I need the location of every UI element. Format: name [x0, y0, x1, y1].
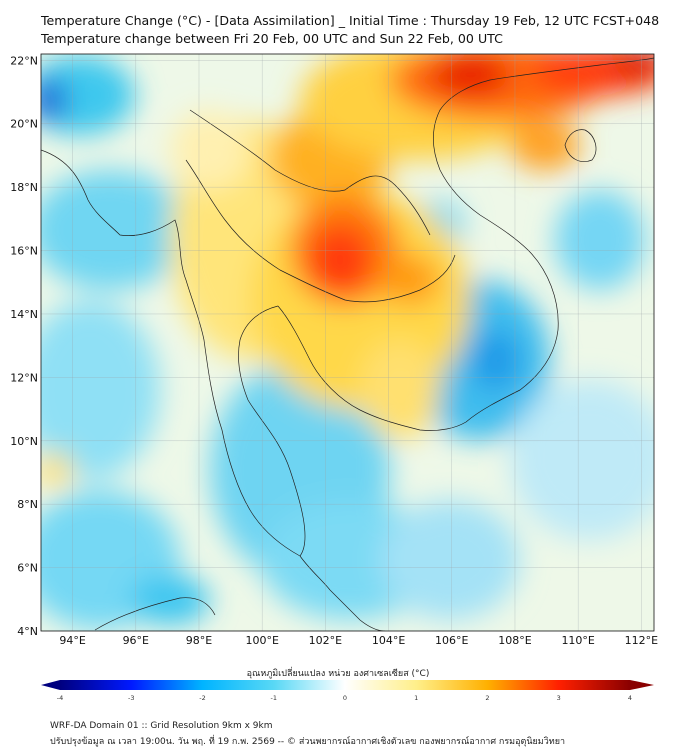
- title-line-2: Temperature change between Fri 20 Feb, 0…: [41, 31, 503, 46]
- lat-tick-label: 8°N: [17, 498, 38, 511]
- longitude-labels: 94°E 96°E 98°E 100°E 102°E 104°E 106°E 108°E 110…: [59, 634, 658, 647]
- lon-tick-label: 94°E: [59, 634, 85, 647]
- lat-tick-label: 4°N: [17, 625, 38, 638]
- lon-tick-label: 104°E: [372, 634, 405, 647]
- temperature-field: [41, 54, 654, 631]
- lon-tick-label: 112°E: [625, 634, 658, 647]
- lon-tick-label: 98°E: [186, 634, 212, 647]
- title-line-1: Temperature Change (°C) - [Data Assimila…: [41, 13, 660, 28]
- colorbar-tick: -1: [271, 694, 277, 702]
- colorbar: -4 -3 -2 -1 0 1 2 3 4: [41, 680, 654, 702]
- footer-update-info: ปรับปรุงข้อมูล ณ เวลา 19:00น. วัน พฤ. ที…: [50, 737, 566, 747]
- colorbar-high-extend: [630, 680, 654, 690]
- lat-tick-label: 22°N: [10, 54, 38, 67]
- colorbar-tick: -2: [199, 694, 205, 702]
- map-frame: [40, 53, 655, 632]
- lon-tick-label: 102°E: [309, 634, 342, 647]
- lat-tick-label: 20°N: [10, 118, 38, 131]
- colorbar-tick: 4: [628, 694, 632, 702]
- graticule: [41, 54, 654, 631]
- lon-tick-label: 110°E: [561, 634, 594, 647]
- colorbar-tick: 0: [343, 694, 347, 702]
- lat-tick-label: 16°N: [10, 245, 38, 258]
- colorbar-low-extend: [41, 680, 60, 690]
- lat-tick-label: 6°N: [17, 562, 38, 575]
- lat-tick-label: 18°N: [10, 181, 38, 194]
- colorbar-tick: 2: [485, 694, 489, 702]
- colorbar-tick: 3: [557, 694, 561, 702]
- lon-tick-label: 96°E: [123, 634, 149, 647]
- colorbar-tick-labels: -4 -3 -2 -1 0 1 2 3 4: [57, 694, 632, 702]
- lon-tick-label: 100°E: [245, 634, 278, 647]
- map-title: Temperature Change (°C) - [Data Assimila…: [41, 12, 659, 48]
- latitude-labels: 4°N 6°N 8°N 10°N 12°N 14°N 16°N 18°N 20°N 22°N: [10, 54, 38, 638]
- lat-tick-label: 10°N: [10, 435, 38, 448]
- lon-tick-label: 106°E: [435, 634, 468, 647]
- footer-model-info: WRF-DA Domain 01 :: Grid Resolution 9km …: [50, 721, 273, 731]
- lat-tick-label: 12°N: [10, 371, 38, 384]
- colorbar-tick: -4: [57, 694, 63, 702]
- lat-tick-label: 14°N: [10, 308, 38, 321]
- lon-tick-label: 108°E: [498, 634, 531, 647]
- colorbar-tick: 1: [414, 694, 418, 702]
- coastlines-and-borders: [41, 57, 654, 631]
- colorbar-bar: [60, 680, 630, 690]
- colorbar-tick: -3: [128, 694, 134, 702]
- colorbar-label: อุณหภูมิเปลี่ยนแปลง หน่วย องศาเซลเซียส (…: [246, 669, 430, 679]
